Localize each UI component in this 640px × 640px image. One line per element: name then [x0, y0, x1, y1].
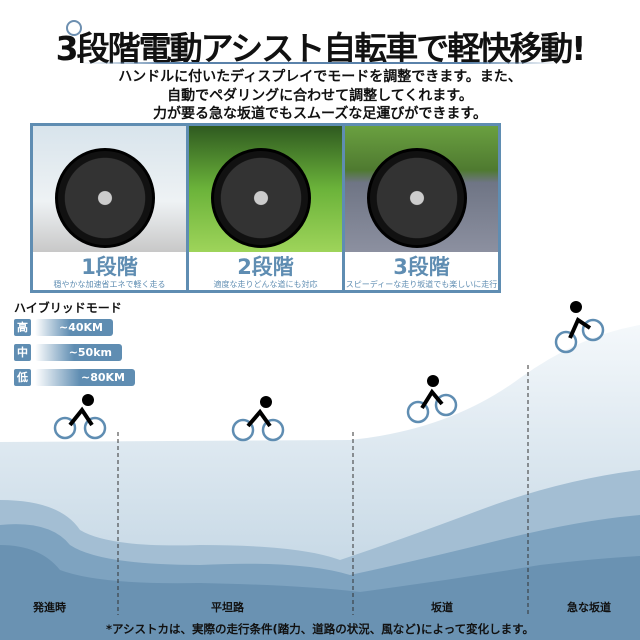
subtitle-line: 自動でペダリングに合わせて調整してくれます。	[167, 88, 473, 104]
subtitle-line: 力が要る急な坂道でもスムーズな足運びができます。	[153, 106, 487, 122]
mode-key: 中	[14, 344, 31, 361]
page-title: 3段階電動アシスト自転車で軽快移動!	[55, 29, 587, 68]
mode-range: ~50km	[35, 344, 122, 361]
cyclist-icon	[53, 394, 107, 440]
mode-key: 低	[14, 369, 31, 386]
footnote: *アシストカは、実際の走行条件(踏力、道路の状況、風など)によって変化します。	[106, 622, 534, 636]
level-description: スピーディーな走り坂道でも楽しいに走行	[345, 280, 498, 289]
subtitle-line: ハンドルに付いたディスプレイでモードを調整できます。また、	[118, 69, 522, 85]
cyclist-icon	[406, 375, 458, 424]
cyclist-icon	[231, 396, 285, 442]
mode-mid: 中 ~50km	[14, 344, 122, 361]
level-panel-2: 2段階 適度な走りどんな道にも対応	[189, 126, 342, 290]
level-description: 穏やかな加速省エネで軽く走る	[53, 280, 166, 289]
terrain-label: 坂道	[431, 601, 453, 614]
mode-range: ~80KM	[35, 369, 135, 386]
mode-range: ~40KM	[35, 319, 113, 336]
cyclist-icon	[554, 301, 605, 354]
level-panel-3: 3段階 スピーディーな走り坂道でも楽しいに走行	[345, 126, 498, 290]
level-label: 3段階	[393, 255, 450, 279]
bike-wheel-photo	[189, 126, 342, 252]
mode-high: 高 ~40KM	[14, 319, 113, 336]
bike-wheel-photo	[345, 126, 498, 252]
hybrid-mode-title: ハイブリッドモード	[14, 301, 122, 315]
bike-wheel-photo	[33, 126, 186, 252]
mode-low: 低 ~80KM	[14, 369, 135, 386]
level-panel-1: 1段階 穏やかな加速省エネで軽く走る	[33, 126, 186, 290]
title-underline	[80, 62, 560, 64]
terrain-label: 平坦路	[211, 601, 244, 614]
terrain-label: 急な坂道	[567, 601, 611, 614]
mode-key: 高	[14, 319, 31, 336]
assist-levels: 1段階 穏やかな加速省エネで軽く走る 2段階 適度な走りどんな道にも対応 3段階…	[30, 123, 501, 293]
terrain-label: 発進時	[33, 601, 66, 614]
level-label: 1段階	[81, 255, 138, 279]
level-label: 2段階	[237, 255, 294, 279]
ring-decoration	[66, 20, 82, 36]
level-description: 適度な走りどんな道にも対応	[213, 280, 318, 289]
